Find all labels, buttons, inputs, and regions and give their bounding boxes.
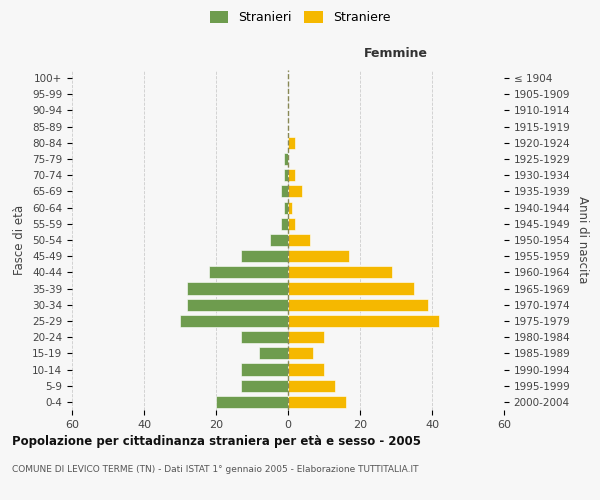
Bar [281,186,288,198]
Bar [281,218,288,230]
Bar [241,380,288,392]
Bar [284,169,288,181]
Bar [288,234,310,246]
Bar [209,266,288,278]
Bar [288,266,392,278]
Bar [187,282,288,294]
Bar [241,331,288,343]
Bar [187,298,288,311]
Y-axis label: Fasce di età: Fasce di età [13,205,26,275]
Bar [284,153,288,165]
Bar [241,364,288,376]
Bar [288,137,295,149]
Bar [288,315,439,327]
Bar [288,364,324,376]
Bar [284,202,288,213]
Bar [288,380,335,392]
Bar [259,348,288,360]
Bar [288,169,295,181]
Bar [288,202,292,213]
Bar [270,234,288,246]
Bar [288,396,346,408]
Bar [288,298,428,311]
Bar [288,218,295,230]
Bar [288,186,302,198]
Text: Popolazione per cittadinanza straniera per età e sesso - 2005: Popolazione per cittadinanza straniera p… [12,435,421,448]
Bar [241,250,288,262]
Text: COMUNE DI LEVICO TERME (TN) - Dati ISTAT 1° gennaio 2005 - Elaborazione TUTTITAL: COMUNE DI LEVICO TERME (TN) - Dati ISTAT… [12,465,419,474]
Bar [288,250,349,262]
Y-axis label: Anni di nascita: Anni di nascita [576,196,589,284]
Legend: Stranieri, Straniere: Stranieri, Straniere [209,11,391,24]
Text: Femmine: Femmine [364,47,428,60]
Bar [288,282,414,294]
Bar [216,396,288,408]
Bar [288,331,324,343]
Bar [288,348,313,360]
Bar [180,315,288,327]
